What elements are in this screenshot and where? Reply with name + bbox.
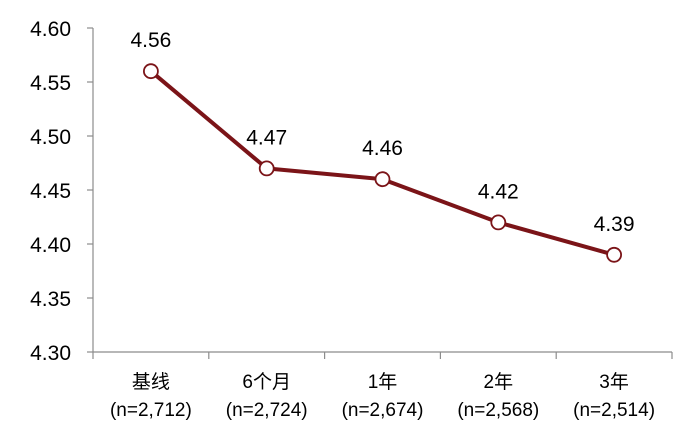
y-tick-label: 4.40	[30, 234, 71, 257]
y-tick-label: 4.55	[30, 72, 71, 95]
y-axis: 4.60 4.55 4.50 4.45 4.40 4.35 4.30	[30, 18, 94, 365]
x-category-label: 6个月	[242, 371, 291, 393]
data-value-label: 4.56	[130, 29, 171, 52]
y-tick-label: 4.60	[30, 18, 71, 41]
data-labels: 4.56 4.47 4.46 4.42 4.39	[130, 29, 634, 236]
y-tick-label: 4.45	[30, 180, 71, 203]
x-category-label: 2年	[484, 371, 514, 393]
data-value-label: 4.46	[362, 137, 403, 160]
y-tick-label: 4.35	[30, 288, 71, 311]
data-point-marker	[490, 214, 507, 231]
x-category-sample-size: (n=2,712)	[110, 400, 192, 421]
data-point-marker	[374, 171, 391, 188]
y-tick-label: 4.50	[30, 126, 71, 149]
x-category-label: 1年	[368, 371, 398, 393]
x-category-label: 基线	[132, 371, 170, 393]
series-line-group	[149, 69, 615, 257]
data-value-label: 4.42	[478, 180, 519, 203]
data-value-label: 4.39	[594, 213, 635, 236]
x-category-sample-size: (n=2,674)	[342, 400, 424, 421]
data-point-markers	[142, 63, 622, 263]
data-point-marker	[258, 160, 275, 177]
x-category-sample-size: (n=2,568)	[457, 400, 539, 421]
data-point-marker	[606, 246, 622, 263]
x-category-sample-size: (n=2,724)	[226, 400, 308, 421]
x-category-label: 3年	[599, 371, 629, 393]
data-value-label: 4.47	[246, 126, 287, 149]
y-tick-label: 4.30	[30, 342, 71, 365]
series-line	[149, 69, 615, 257]
x-category-sample-size: (n=2,514)	[573, 400, 655, 421]
x-axis: 基线 (n=2,712) 6个月 (n=2,724) 1年 (n=2,674) 2年 (n=2…	[92, 351, 673, 421]
data-point-marker	[142, 63, 159, 80]
